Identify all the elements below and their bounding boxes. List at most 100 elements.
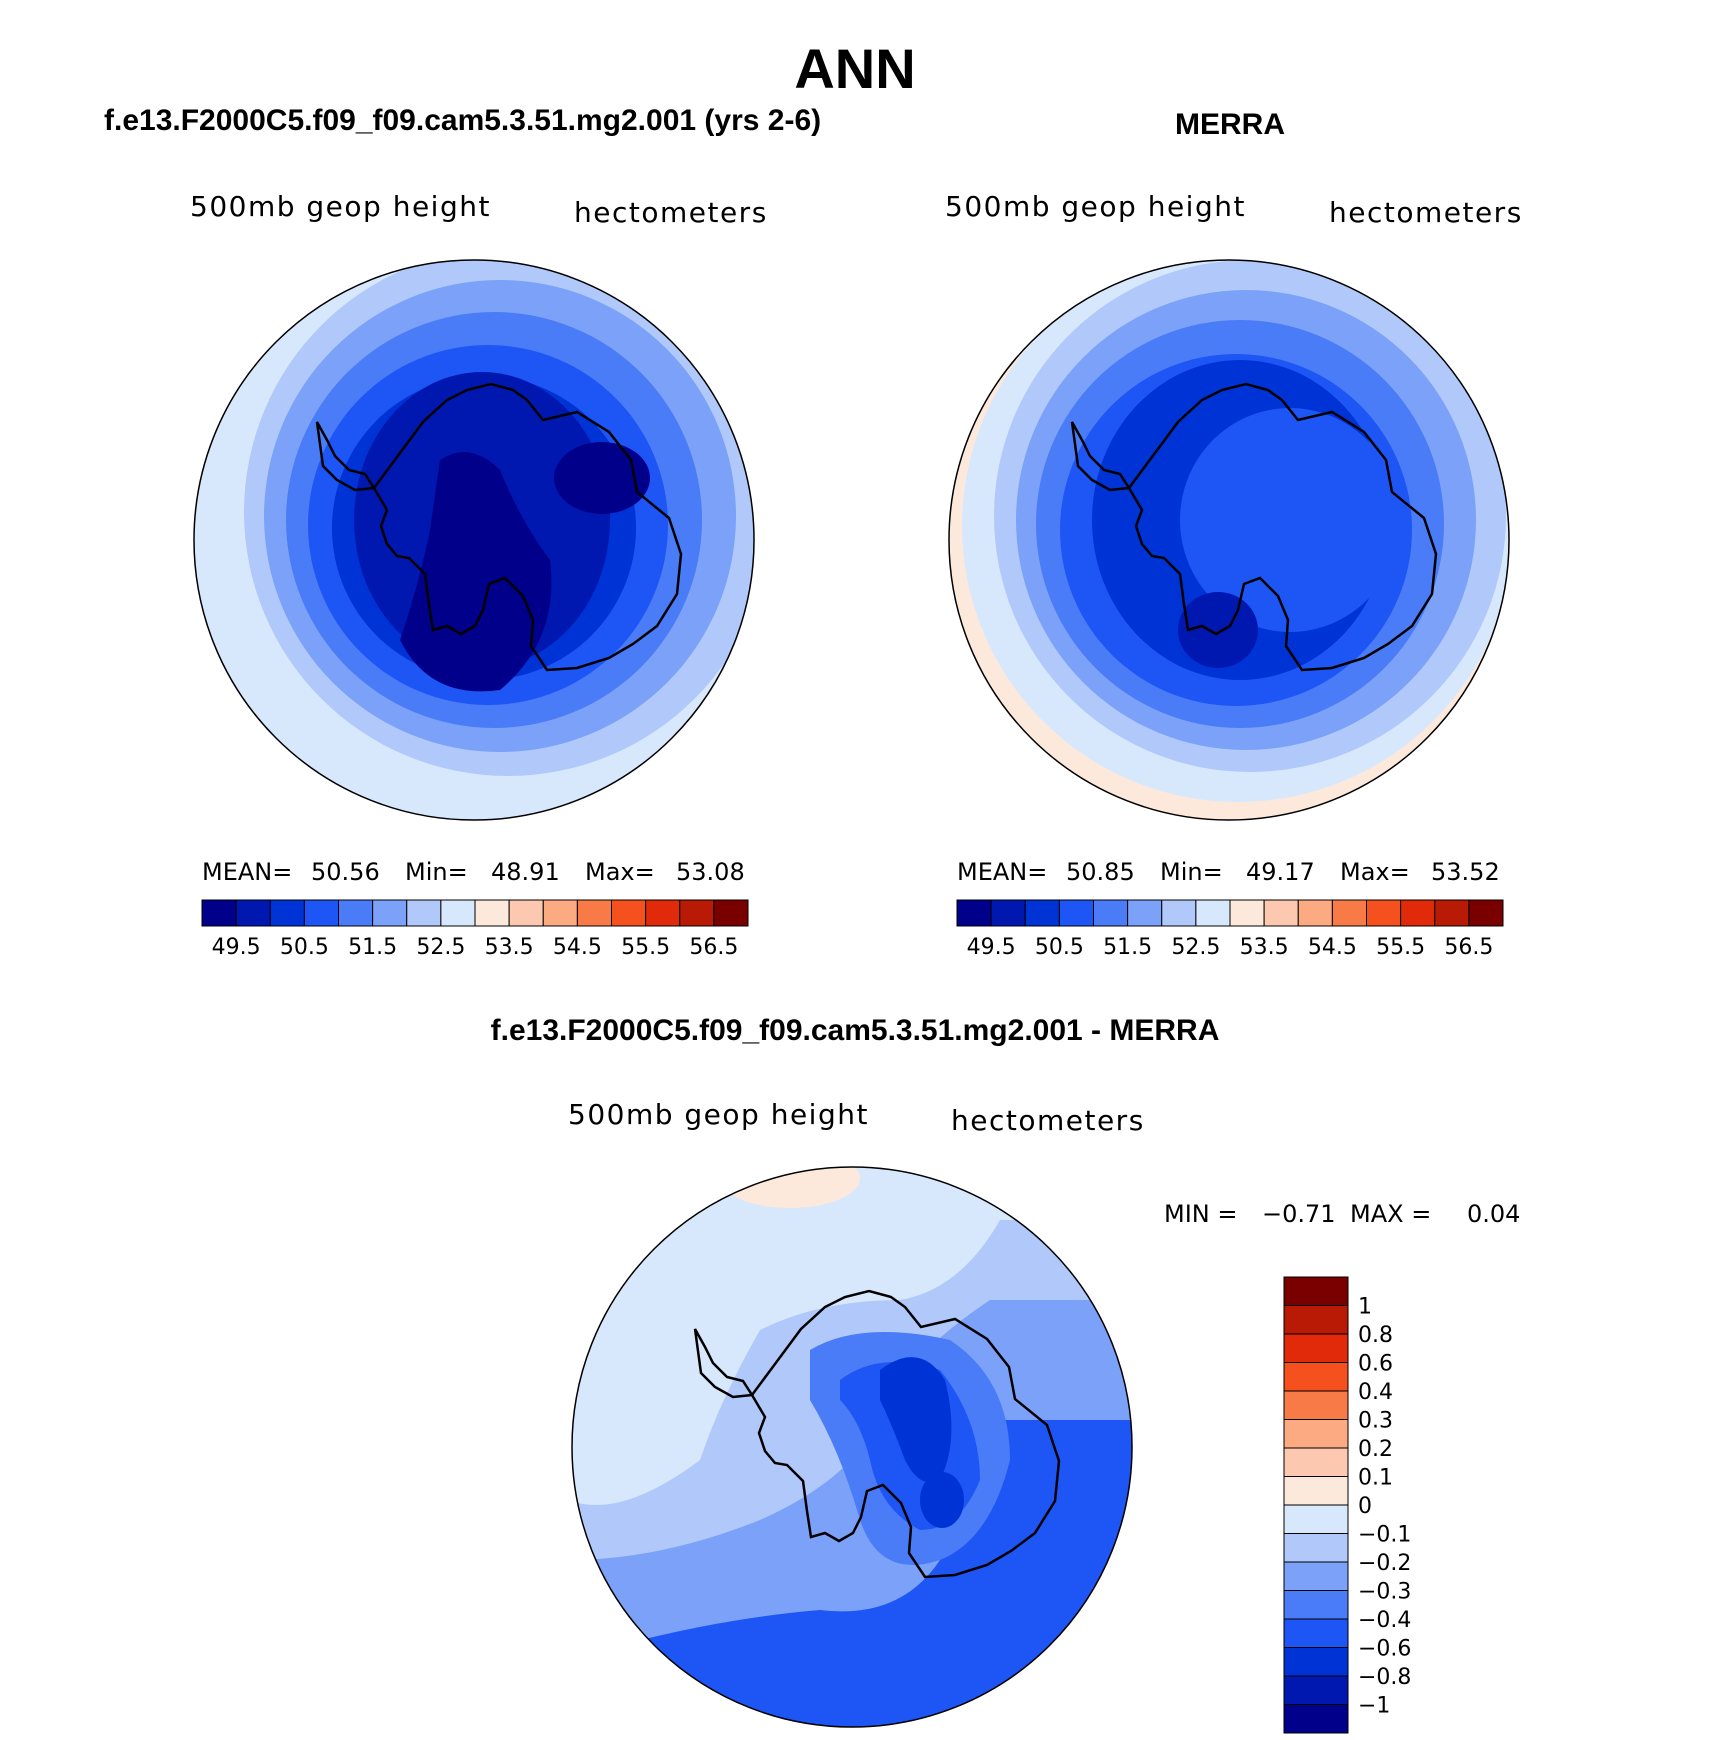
colorbar-tick-label: 0.2 bbox=[1358, 1437, 1393, 1462]
colorbar-swatch bbox=[576, 899, 612, 927]
colorbar-swatch bbox=[235, 899, 271, 927]
colorbar-swatch bbox=[713, 899, 749, 927]
colorbar-swatch bbox=[406, 899, 442, 927]
colorbar-tick-label: 54.5 bbox=[1308, 935, 1357, 960]
colorbar-swatch bbox=[1283, 1447, 1349, 1477]
panel-title-obs: MERRA bbox=[1175, 108, 1285, 141]
mean-label: MEAN= bbox=[957, 858, 1048, 886]
colorbar-model: 49.5 50.5 51.5 52.5 53.5 54.5 55.5 56.5 bbox=[201, 899, 749, 960]
colorbar-swatch bbox=[1283, 1647, 1349, 1677]
colorbar-swatch bbox=[1297, 899, 1333, 927]
colorbar-tick-label: 51.5 bbox=[1103, 935, 1152, 960]
colorbar-tick-label: −1 bbox=[1358, 1694, 1390, 1719]
panel-title-diff: f.e13.F2000C5.f09_f09.cam5.3.51.mg2.001 … bbox=[490, 1014, 1220, 1047]
mean-label: MEAN= bbox=[202, 858, 293, 886]
colorbar-swatch bbox=[1283, 1704, 1349, 1734]
colorbar-swatch bbox=[1283, 1419, 1349, 1449]
map-obs bbox=[948, 259, 1510, 821]
colorbar-tick-label: 0 bbox=[1358, 1494, 1372, 1519]
main-title: ANN bbox=[794, 37, 916, 100]
colorbar-tick-label: −0.6 bbox=[1358, 1637, 1411, 1662]
colorbar-swatch bbox=[1283, 1675, 1349, 1705]
colorbar-swatch bbox=[1283, 1561, 1349, 1591]
colorbar-diff: 1 0.8 0.6 0.4 0.3 0.2 0.1 0 −0.1 −0.2 −0.3 −0.4 −0.6… bbox=[1283, 1276, 1411, 1734]
colorbar-swatch bbox=[1283, 1476, 1349, 1506]
colorbar-tick-label: 52.5 bbox=[1171, 935, 1220, 960]
colorbar-tick-label: 0.6 bbox=[1358, 1352, 1393, 1377]
colorbar-swatch bbox=[269, 899, 305, 927]
colorbar-swatch bbox=[1093, 899, 1129, 927]
colorbar-swatch bbox=[1400, 899, 1436, 927]
colorbar-tick-label: 49.5 bbox=[212, 935, 261, 960]
colorbar-tick-label: 56.5 bbox=[1444, 935, 1493, 960]
colorbar-swatch bbox=[1283, 1276, 1349, 1306]
colorbar-swatch bbox=[1283, 1362, 1349, 1392]
colorbar-tick-label: 55.5 bbox=[621, 935, 670, 960]
min-value: −0.71 bbox=[1262, 1200, 1336, 1228]
mean-value: 50.56 bbox=[311, 858, 380, 886]
colorbar-swatch bbox=[338, 899, 374, 927]
colorbar-swatch bbox=[1331, 899, 1367, 927]
map-model bbox=[193, 259, 755, 821]
colorbar-tick-label: 54.5 bbox=[553, 935, 602, 960]
colorbar-swatch bbox=[1024, 899, 1060, 927]
colorbar-swatch bbox=[645, 899, 681, 927]
colorbar-swatch bbox=[1468, 899, 1504, 927]
colorbar-swatch bbox=[1195, 899, 1231, 927]
min-value: 49.17 bbox=[1246, 858, 1315, 886]
colorbar-swatch bbox=[611, 899, 647, 927]
colorbar-swatch bbox=[474, 899, 510, 927]
colorbar-tick-label: 0.4 bbox=[1358, 1380, 1393, 1405]
colorbar-tick-label: 55.5 bbox=[1376, 935, 1425, 960]
mean-value: 50.85 bbox=[1066, 858, 1135, 886]
colorbar-tick-label: 53.5 bbox=[1240, 935, 1289, 960]
colorbar-tick-label: −0.3 bbox=[1358, 1580, 1411, 1605]
colorbar-swatch bbox=[1058, 899, 1094, 927]
colorbar-tick-label: 52.5 bbox=[416, 935, 465, 960]
min-label: Min= bbox=[405, 858, 468, 886]
colorbar-tick-label: 0.3 bbox=[1358, 1409, 1393, 1434]
colorbar-tick-label: 56.5 bbox=[689, 935, 738, 960]
panel-title-model: f.e13.F2000C5.f09_f09.cam5.3.51.mg2.001 … bbox=[104, 104, 822, 137]
colorbar-swatch bbox=[1161, 899, 1197, 927]
min-label: Min= bbox=[1160, 858, 1223, 886]
colorbar-swatch bbox=[1127, 899, 1163, 927]
colorbar-tick-label: 53.5 bbox=[485, 935, 534, 960]
colorbar-swatch bbox=[1283, 1590, 1349, 1620]
colorbar-swatch bbox=[1283, 1305, 1349, 1335]
colorbar-tick-label: 1 bbox=[1358, 1295, 1372, 1320]
colorbar-tick-label: −0.1 bbox=[1358, 1523, 1411, 1548]
colorbar-tick-label: 49.5 bbox=[967, 935, 1016, 960]
colorbar-swatch bbox=[1366, 899, 1402, 927]
colorbar-tick-label: −0.8 bbox=[1358, 1665, 1411, 1690]
max-label: MAX = bbox=[1350, 1200, 1432, 1228]
colorbar-swatch bbox=[1283, 1333, 1349, 1363]
colorbar-tick-label: 50.5 bbox=[1035, 935, 1084, 960]
colorbar-swatch bbox=[1283, 1618, 1349, 1648]
colorbar-swatch bbox=[440, 899, 476, 927]
min-label: MIN = bbox=[1164, 1200, 1238, 1228]
colorbar-swatch bbox=[990, 899, 1026, 927]
max-value: 53.08 bbox=[676, 858, 745, 886]
colorbar-swatch bbox=[303, 899, 339, 927]
variable-label-diff: 500mb geop height bbox=[568, 1098, 869, 1131]
colorbar-tick-label: 0.1 bbox=[1358, 1466, 1393, 1491]
colorbar-swatch bbox=[542, 899, 578, 927]
colorbar-tick-label: 51.5 bbox=[348, 935, 397, 960]
colorbar-swatch bbox=[679, 899, 715, 927]
map-diff bbox=[571, 1166, 1133, 1728]
colorbar-swatch bbox=[956, 899, 992, 927]
colorbar-swatch bbox=[1283, 1533, 1349, 1563]
colorbar-tick-label: −0.4 bbox=[1358, 1608, 1411, 1633]
colorbar-tick-label: −0.2 bbox=[1358, 1551, 1411, 1576]
colorbar-tick-label: 50.5 bbox=[280, 935, 329, 960]
units-label-obs: hectometers bbox=[1329, 196, 1523, 229]
variable-label-obs: 500mb geop height bbox=[945, 190, 1246, 223]
colorbar-swatch bbox=[372, 899, 408, 927]
colorbar-tick-label: 0.8 bbox=[1358, 1323, 1393, 1348]
max-label: Max= bbox=[585, 858, 655, 886]
colorbar-obs: 49.5 50.5 51.5 52.5 53.5 54.5 55.5 56.5 bbox=[956, 899, 1504, 960]
max-value: 0.04 bbox=[1467, 1200, 1521, 1228]
colorbar-swatch bbox=[1283, 1504, 1349, 1534]
